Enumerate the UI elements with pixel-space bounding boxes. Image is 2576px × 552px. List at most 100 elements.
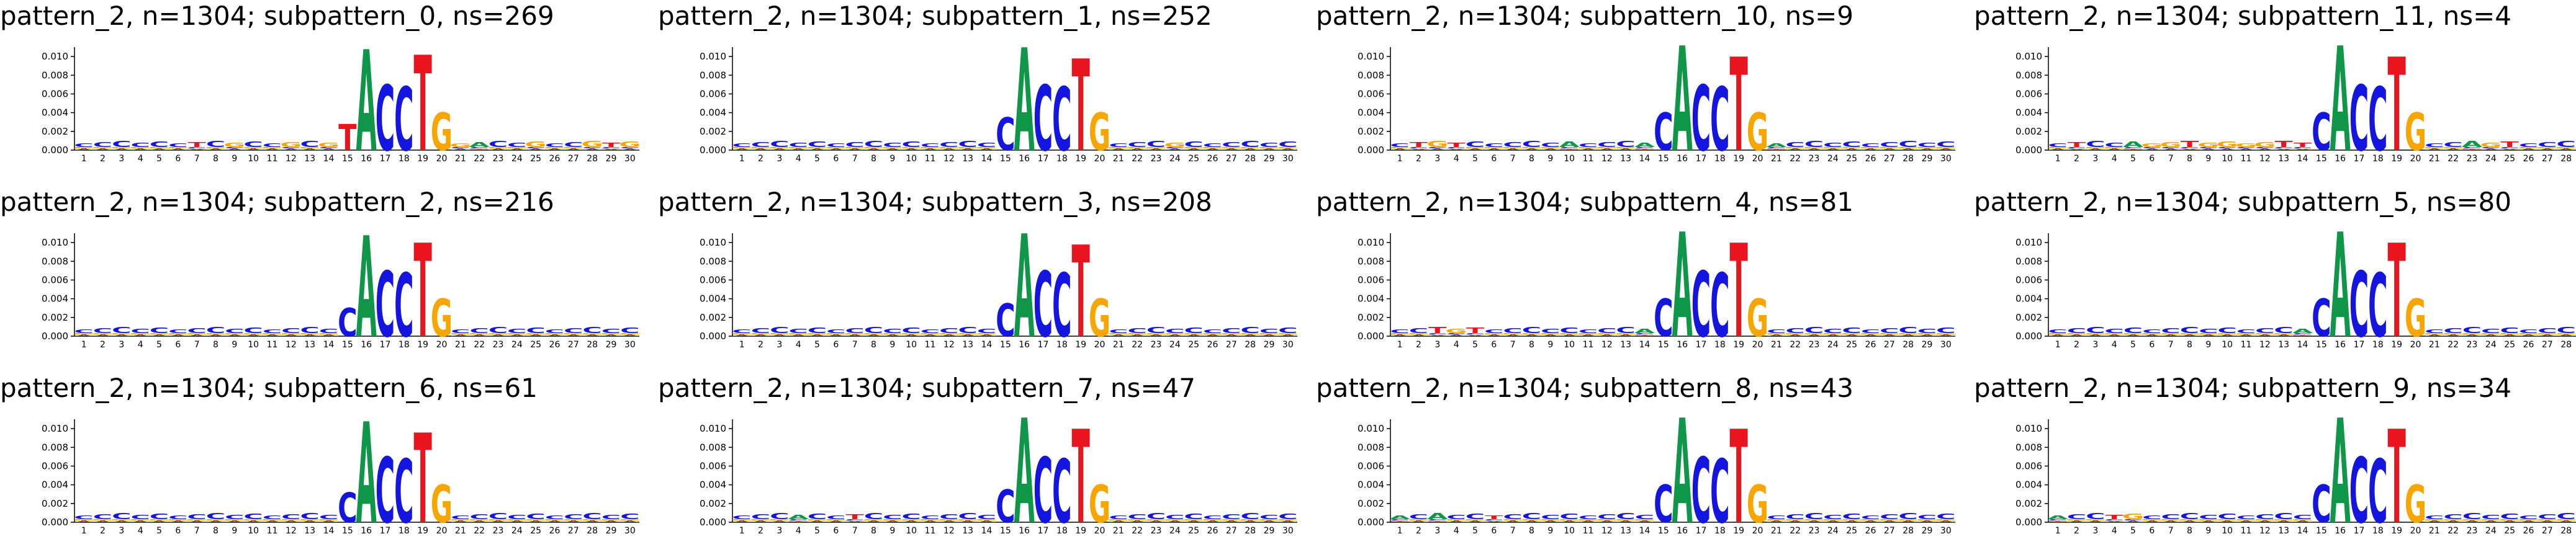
x-tick-label: 28 xyxy=(587,154,598,164)
x-tick-label: 10 xyxy=(1564,154,1575,164)
y-tick-label: 0.000 xyxy=(700,331,726,342)
x-tick-label: 8 xyxy=(213,340,218,350)
x-tick-label: 11 xyxy=(267,340,278,350)
y-tick-label: 0.006 xyxy=(2015,274,2042,285)
background-letter: A xyxy=(1766,143,1786,149)
background-letter: C xyxy=(770,139,790,149)
motif-letter-T: T xyxy=(2388,226,2406,362)
background-letter: C xyxy=(2142,515,2161,521)
background-letter: C xyxy=(2086,511,2105,521)
x-tick-label: 8 xyxy=(871,340,876,350)
background-letter: C xyxy=(958,325,978,335)
x-tick-label: 25 xyxy=(530,526,541,536)
x-tick-label: 25 xyxy=(1846,340,1857,350)
background-letter: C xyxy=(1278,326,1298,335)
motif-letter-G: G xyxy=(2405,288,2426,349)
background-letter: C xyxy=(1917,328,1937,335)
y-tick-label: 0.004 xyxy=(42,293,68,305)
panel-title: pattern_2, n=1304; subpattern_6, ns=61 xyxy=(0,372,538,404)
background-letter: C xyxy=(845,141,864,149)
background-letter: C xyxy=(2481,514,2501,521)
x-tick-label: 3 xyxy=(119,340,124,350)
background-letter: C xyxy=(1842,140,1862,149)
background-letter: C xyxy=(1578,143,1598,149)
background-letter: G xyxy=(2254,141,2276,149)
y-tick-label: 0.004 xyxy=(1358,479,1384,491)
x-tick-label: 25 xyxy=(530,154,541,164)
x-tick-label: 22 xyxy=(474,154,485,164)
x-tick-label: 24 xyxy=(2485,526,2497,536)
x-tick-label: 4 xyxy=(796,154,801,164)
background-letter: C xyxy=(243,326,263,335)
x-tick-label: 4 xyxy=(138,154,143,164)
background-letter: C xyxy=(545,515,564,521)
x-tick-label: 14 xyxy=(2297,340,2308,350)
background-letter: C xyxy=(1409,513,1428,521)
x-tick-label: 27 xyxy=(1226,154,1237,164)
background-letter: C xyxy=(469,513,489,521)
y-tick-label: 0.008 xyxy=(1358,442,1384,453)
background-letter: C xyxy=(2462,511,2482,521)
x-tick-label: 2 xyxy=(1416,526,1421,536)
background-letter: C xyxy=(2048,329,2067,335)
x-tick-label: 26 xyxy=(1865,526,1876,536)
background-letter: C xyxy=(2556,139,2576,149)
x-tick-label: 6 xyxy=(175,154,181,164)
x-tick-label: 22 xyxy=(1132,526,1143,536)
x-tick-label: 12 xyxy=(2259,340,2271,350)
x-tick-label: 14 xyxy=(323,526,335,536)
background-letter: C xyxy=(206,511,226,521)
x-tick-label: 14 xyxy=(981,340,993,350)
x-tick-label: 23 xyxy=(2467,526,2478,536)
background-letter: C xyxy=(751,141,770,149)
x-tick-label: 2 xyxy=(1416,154,1421,164)
background-letter: C xyxy=(921,515,940,521)
background-letter: C xyxy=(2104,328,2124,335)
y-tick-label: 0.002 xyxy=(42,498,68,509)
motif-letter-G: G xyxy=(431,288,453,349)
x-tick-label: 26 xyxy=(1865,154,1876,164)
background-letter: C xyxy=(788,142,808,149)
x-tick-label: 29 xyxy=(606,340,617,350)
x-tick-label: 11 xyxy=(2241,526,2252,536)
y-tick-label: 0.006 xyxy=(42,88,68,99)
x-tick-label: 13 xyxy=(2278,154,2289,164)
x-tick-label: 4 xyxy=(138,526,143,536)
background-letter: A xyxy=(2123,140,2144,149)
background-letter: C xyxy=(864,139,884,149)
background-letter: C xyxy=(1917,514,1937,521)
background-letter: C xyxy=(1109,329,1128,335)
background-letter: C xyxy=(751,327,770,335)
background-letter: C xyxy=(1861,143,1880,149)
background-letter: G xyxy=(582,139,603,149)
y-tick-label: 0.008 xyxy=(700,442,726,453)
x-tick-label: 24 xyxy=(1169,526,1181,536)
background-letter: C xyxy=(281,327,300,335)
y-tick-label: 0.006 xyxy=(1358,88,1384,99)
x-tick-label: 1 xyxy=(739,340,745,350)
motif-letter-C: C xyxy=(394,442,414,543)
background-letter: C xyxy=(130,328,150,335)
background-letter: C xyxy=(1578,329,1598,335)
motif-letter-G: G xyxy=(1089,102,1110,162)
motif-letter-T: T xyxy=(1730,226,1748,362)
background-letter: C xyxy=(2255,327,2274,335)
x-tick-label: 24 xyxy=(1169,340,1181,350)
x-tick-label: 4 xyxy=(2112,154,2117,164)
y-tick-label: 0.006 xyxy=(42,274,68,285)
x-tick-label: 13 xyxy=(2278,340,2289,350)
x-tick-label: 9 xyxy=(889,340,895,350)
background-letter: C xyxy=(1767,515,1786,521)
x-tick-label: 26 xyxy=(1865,340,1876,350)
x-tick-label: 2 xyxy=(1416,340,1421,350)
y-tick-label: 0.006 xyxy=(700,88,726,99)
x-tick-label: 5 xyxy=(1472,154,1478,164)
y-tick-label: 0.006 xyxy=(2015,88,2042,99)
x-tick-label: 2 xyxy=(758,526,763,536)
background-letter: C xyxy=(2236,515,2256,521)
